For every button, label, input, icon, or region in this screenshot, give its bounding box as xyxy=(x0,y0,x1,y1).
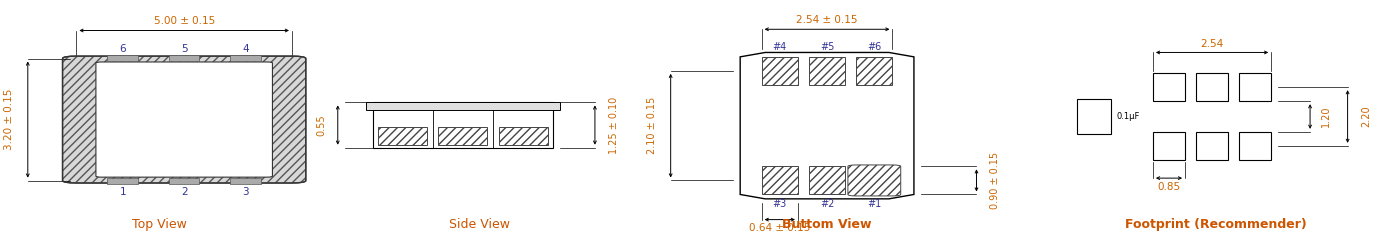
Text: 2.54 ± 0.15: 2.54 ± 0.15 xyxy=(796,15,858,25)
Text: #3: #3 xyxy=(773,199,787,209)
FancyBboxPatch shape xyxy=(848,165,901,196)
Bar xyxy=(378,127,427,145)
Text: 5: 5 xyxy=(181,44,188,54)
Text: 2.20: 2.20 xyxy=(1362,106,1372,127)
Text: #2: #2 xyxy=(820,199,834,209)
Text: Side View: Side View xyxy=(449,218,510,231)
Bar xyxy=(1154,132,1186,160)
Bar xyxy=(809,166,845,194)
Text: 4: 4 xyxy=(242,44,249,54)
Bar xyxy=(170,55,200,61)
Bar xyxy=(1195,132,1229,160)
Text: #1: #1 xyxy=(867,199,881,209)
FancyBboxPatch shape xyxy=(63,56,306,183)
Bar xyxy=(1240,73,1270,101)
Bar xyxy=(373,102,553,148)
FancyBboxPatch shape xyxy=(96,62,272,177)
Text: #5: #5 xyxy=(820,42,834,52)
Text: Top View: Top View xyxy=(132,218,188,231)
Bar xyxy=(170,178,200,184)
Text: 0.85: 0.85 xyxy=(1158,182,1180,192)
Text: 1.20: 1.20 xyxy=(1320,106,1332,127)
Bar xyxy=(438,127,488,145)
Bar xyxy=(366,102,560,110)
Text: 3.20 ± 0.15: 3.20 ± 0.15 xyxy=(4,89,14,150)
Text: #6: #6 xyxy=(867,42,881,52)
Text: Buttom View: Buttom View xyxy=(783,218,872,231)
Bar xyxy=(1240,132,1270,160)
Bar xyxy=(231,55,261,61)
Bar xyxy=(107,55,138,61)
Text: 3: 3 xyxy=(242,187,249,197)
Text: Footprint (Recommender): Footprint (Recommender) xyxy=(1126,218,1307,231)
Text: #4: #4 xyxy=(773,42,787,52)
Bar xyxy=(1154,73,1186,101)
Bar xyxy=(231,178,261,184)
Text: 0.1μF: 0.1μF xyxy=(1118,112,1140,121)
Bar xyxy=(1195,73,1229,101)
Text: 2.10 ± 0.15: 2.10 ± 0.15 xyxy=(646,97,656,154)
Text: 0.64 ± 0.15: 0.64 ± 0.15 xyxy=(749,223,810,233)
Text: 2.54: 2.54 xyxy=(1201,39,1223,49)
Bar xyxy=(762,166,798,194)
Text: 1.25 ± 0.10: 1.25 ± 0.10 xyxy=(609,96,619,154)
Text: 0.55: 0.55 xyxy=(317,114,327,136)
Bar xyxy=(809,57,845,85)
Text: 6: 6 xyxy=(120,44,126,54)
Text: 2: 2 xyxy=(181,187,188,197)
Bar xyxy=(762,57,798,85)
Bar xyxy=(1077,99,1112,134)
Bar xyxy=(499,127,548,145)
Polygon shape xyxy=(739,52,915,199)
Text: 1: 1 xyxy=(120,187,126,197)
Bar xyxy=(107,178,138,184)
Text: 0.90 ± 0.15: 0.90 ± 0.15 xyxy=(990,152,1001,209)
Text: 5.00 ± 0.15: 5.00 ± 0.15 xyxy=(153,16,215,26)
Bar xyxy=(856,57,892,85)
